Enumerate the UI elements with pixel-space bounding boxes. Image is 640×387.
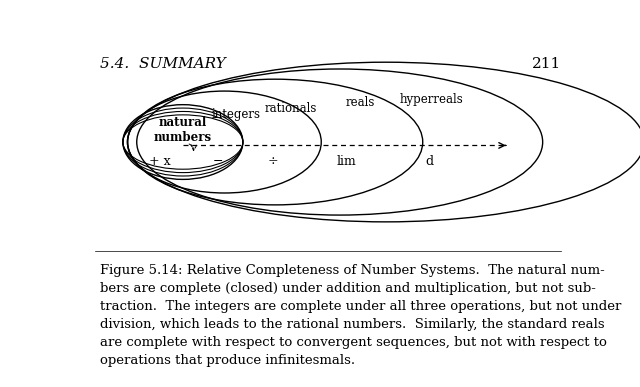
Text: natural
numbers: natural numbers (154, 116, 212, 144)
Text: ÷: ÷ (268, 155, 278, 168)
Text: integers: integers (211, 108, 260, 122)
Text: hyperreals: hyperreals (400, 93, 464, 106)
Text: d: d (426, 155, 434, 168)
Text: + x: + x (149, 155, 171, 168)
Text: 211: 211 (532, 57, 561, 71)
Text: −: − (212, 155, 223, 168)
Text: rationals: rationals (265, 101, 317, 115)
Text: Figure 5.14: Relative Completeness of Number Systems.  The natural num-
bers are: Figure 5.14: Relative Completeness of Nu… (100, 264, 621, 367)
Text: reals: reals (346, 96, 375, 110)
Text: 5.4.  SUMMARY: 5.4. SUMMARY (100, 57, 225, 71)
Text: lim: lim (337, 155, 356, 168)
